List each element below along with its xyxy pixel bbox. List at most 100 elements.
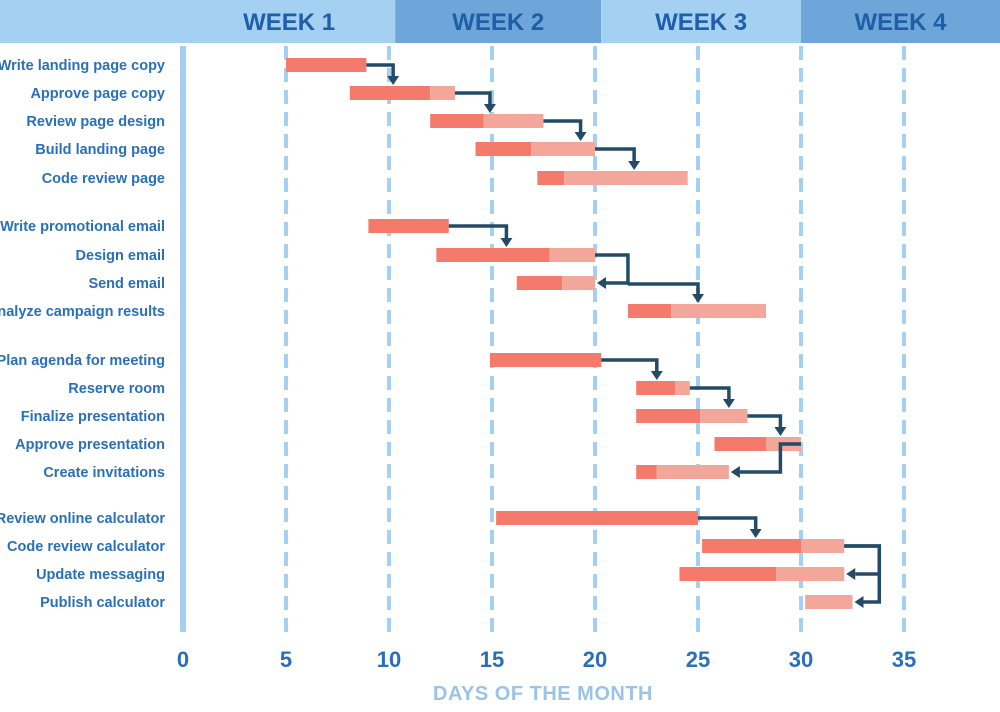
x-tick-label: 25 <box>686 647 710 672</box>
dependency-arrow <box>543 119 583 132</box>
task-labels: Write landing page copy Approve page copy… <box>0 58 165 611</box>
x-tick-label: 10 <box>377 647 401 672</box>
bar-done-plan-agenda-for-meeting <box>489 353 602 367</box>
week-label: WEEK 2 <box>452 9 544 36</box>
week-label: WEEK 4 <box>854 9 947 36</box>
dependency-arrow <box>844 544 882 604</box>
dependency-arrow <box>698 516 758 529</box>
task-label-write-landing-page-copy: Write landing page copy <box>0 58 165 74</box>
bar-done-reserve-room <box>636 381 676 395</box>
arrow-head <box>846 568 856 580</box>
arrow-head <box>774 427 787 436</box>
x-axis-title: DAYS OF THE MONTH <box>433 683 653 705</box>
bar-done-approve-page-copy <box>349 86 431 100</box>
arrow-head <box>500 238 513 247</box>
task-label-plan-agenda-for-meeting: Plan agenda for meeting <box>0 353 165 369</box>
arrow-head <box>749 529 762 538</box>
dependency-arrows <box>366 63 882 608</box>
x-tick-labels: 0 5 10 15 20 25 30 35 <box>177 647 916 672</box>
dependency-arrow <box>595 253 630 285</box>
arrow-head <box>722 399 735 408</box>
dependency-arrow <box>366 63 395 76</box>
dependency-arrow <box>454 91 492 104</box>
week-header: WEEK 1 WEEK 2 WEEK 3 WEEK 4 <box>0 0 1000 43</box>
dependency-arrow <box>627 282 700 294</box>
arrow-head <box>692 294 704 303</box>
task-label-send-email: Send email <box>88 276 165 292</box>
task-label-code-review-calculator: Code review calculator <box>7 539 165 555</box>
bar-remaining-approve-page-copy <box>430 86 455 100</box>
task-label-design-email: Design email <box>76 248 165 264</box>
week-label: WEEK 3 <box>655 9 747 36</box>
bar-remaining-design-email <box>549 248 595 262</box>
bar-remaining-analyze-campaign-results <box>671 304 766 318</box>
bar-remaining-reserve-room <box>675 381 690 395</box>
task-label-publish-calculator: Publish calculator <box>40 595 165 611</box>
bar-remaining-build-landing-page <box>531 142 595 156</box>
week-label: WEEK 1 <box>243 9 335 36</box>
y-axis <box>180 46 186 632</box>
bar-done-code-review-calculator <box>702 539 801 553</box>
bar-remaining-code-review-calculator <box>801 539 845 553</box>
arrow-head <box>574 132 587 141</box>
task-label-finalize-presentation: Finalize presentation <box>21 409 165 425</box>
bar-done-build-landing-page <box>475 142 532 156</box>
bar-remaining-send-email <box>562 276 595 290</box>
task-label-write-promotional-email: Write promotional email <box>0 219 165 235</box>
task-label-code-review-page: Code review page <box>42 171 165 187</box>
task-label-analyze-campaign-results: Analyze campaign results <box>0 304 165 320</box>
bar-done-analyze-campaign-results <box>627 304 672 318</box>
x-tick-label: 0 <box>177 647 189 672</box>
x-tick-label: 30 <box>789 647 813 672</box>
task-label-approve-presentation: Approve presentation <box>15 437 165 453</box>
task-label-reserve-room: Reserve room <box>68 381 165 397</box>
bar-done-code-review-page <box>537 171 565 185</box>
arrow-head <box>650 371 663 380</box>
bar-remaining-create-invitations <box>656 465 729 479</box>
bar-done-review-page-design <box>430 114 484 128</box>
bar-remaining-finalize-presentation <box>700 409 748 423</box>
dependency-arrow <box>844 544 882 576</box>
bar-done-send-email <box>516 276 563 290</box>
bar-remaining-update-messaging <box>776 567 845 581</box>
arrow-head <box>730 466 740 478</box>
task-label-update-messaging: Update messaging <box>36 567 165 583</box>
week-band <box>395 0 602 43</box>
task-label-review-online-calculator: Review online calculator <box>0 511 165 527</box>
dependency-arrow <box>448 224 509 238</box>
bar-done-design-email <box>436 248 550 262</box>
dependency-arrow <box>747 414 783 427</box>
bar-remaining-publish-calculator <box>805 595 853 609</box>
arrow-head <box>387 76 400 85</box>
task-bars <box>286 58 853 609</box>
week-band <box>601 0 801 43</box>
task-label-review-page-design: Review page design <box>26 114 165 130</box>
bar-done-finalize-presentation <box>636 409 701 423</box>
arrow-head <box>483 104 496 113</box>
bar-done-create-invitations <box>636 465 657 479</box>
bar-done-write-promotional-email <box>368 219 449 233</box>
dependency-arrow <box>689 386 731 399</box>
bar-remaining-review-page-design <box>483 114 544 128</box>
week-band <box>0 0 396 43</box>
bar-remaining-code-review-page <box>564 171 688 185</box>
arrow-head <box>628 161 641 170</box>
bar-done-approve-presentation <box>714 437 766 451</box>
bar-done-write-landing-page-copy <box>286 58 367 72</box>
x-tick-label: 15 <box>480 647 504 672</box>
x-tick-label: 5 <box>280 647 292 672</box>
task-label-create-invitations: Create invitations <box>43 465 165 481</box>
task-label-build-landing-page: Build landing page <box>35 142 165 158</box>
bar-done-update-messaging <box>679 567 777 581</box>
arrow-head <box>597 277 606 289</box>
x-tick-label: 35 <box>892 647 916 672</box>
dependency-arrow <box>595 147 636 161</box>
dependency-arrow <box>601 358 659 371</box>
arrow-head <box>854 596 864 608</box>
week-band <box>801 0 1000 43</box>
bar-done-review-online-calculator <box>496 511 698 525</box>
dependency-arrow <box>739 442 801 474</box>
x-tick-label: 20 <box>583 647 607 672</box>
task-label-approve-page-copy: Approve page copy <box>30 86 165 102</box>
